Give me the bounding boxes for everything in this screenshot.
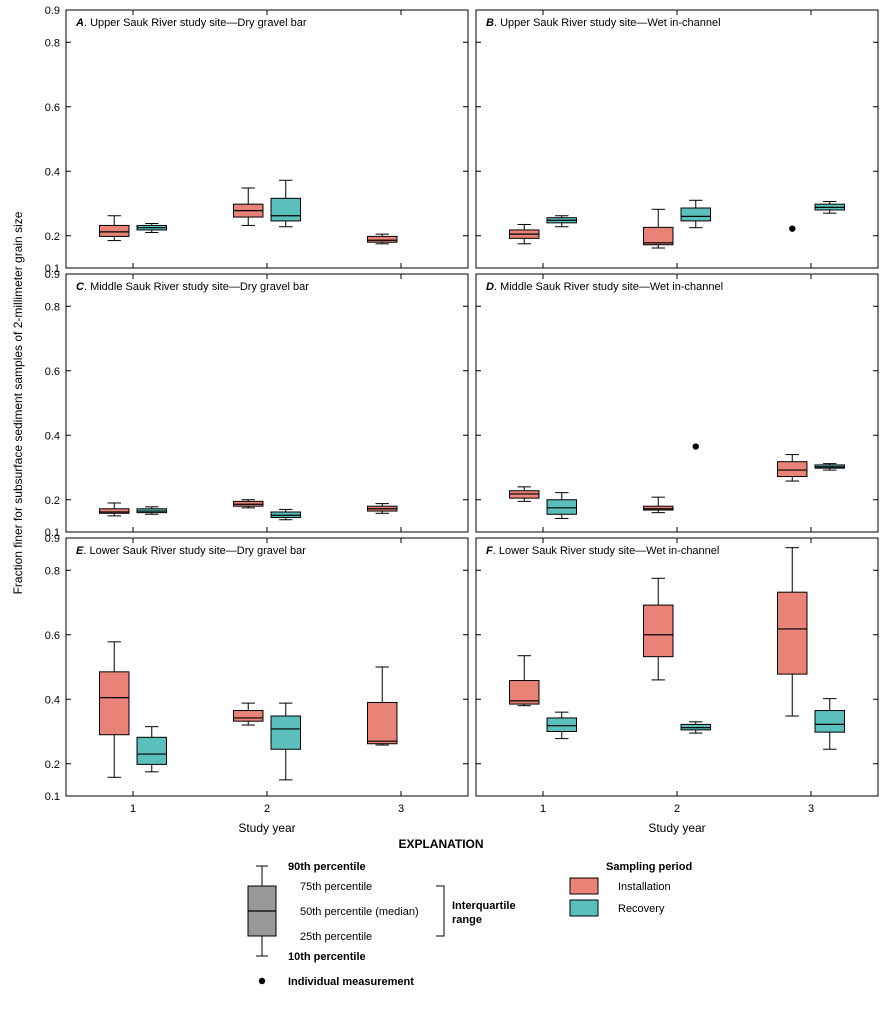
legend-iqr: Interquartilerange	[452, 900, 516, 926]
ytick-label: 0.9	[45, 269, 60, 281]
panel-D: D. Middle Sauk River study site—Wet in-c…	[476, 274, 878, 532]
box-installation	[778, 462, 807, 477]
panel-title: A. Upper Sauk River study site—Dry grave…	[75, 17, 307, 29]
legend-p10: 10th percentile	[288, 951, 366, 963]
individual-point	[789, 225, 795, 231]
figure: 0.1 0.2 0.4 0.6 0.8 0.9 A. Upper Sauk River st…	[0, 0, 882, 1029]
legend-sampling-title: Sampling period	[606, 861, 692, 873]
legend-p90: 90th percentile	[288, 861, 366, 873]
legend-swatch-installation	[570, 878, 598, 894]
ytick-label: 0.2	[45, 759, 60, 771]
xtick-label: 3	[808, 803, 814, 815]
xlabel: Study year	[238, 821, 295, 835]
ytick-label: 0.9	[45, 5, 60, 17]
panel-F: 1 2 3 F. Lower Sauk River study site—Wet in…	[476, 538, 878, 835]
box-recovery	[681, 208, 710, 221]
box-installation	[644, 605, 673, 657]
legend: EXPLANATION 90th percentile 75th percentil…	[248, 837, 692, 988]
panel-title: B. Upper Sauk River study site—Wet in-ch…	[486, 17, 721, 29]
panel-E: 0.1 0.2 0.4 0.6 0.8 0.9 1 2 3 E. Lower Sauk River…	[45, 533, 468, 835]
xlabel: Study year	[648, 821, 705, 835]
panel-C: 0.10.20.40.60.80.9C. Middle Sauk River s…	[45, 269, 468, 539]
ytick-label: 0.9	[45, 533, 60, 545]
legend-installation: Installation	[618, 881, 671, 893]
iqr-bracket	[436, 886, 444, 936]
panel-border	[66, 538, 468, 796]
box-recovery	[271, 198, 300, 221]
ytick-label: 0.8	[45, 301, 60, 313]
xtick-label: 1	[540, 803, 546, 815]
legend-recovery: Recovery	[618, 903, 665, 915]
legend-point-icon	[259, 978, 265, 984]
legend-indiv: Individual measurement	[288, 976, 414, 988]
box-installation	[234, 711, 263, 722]
legend-swatch-recovery	[570, 900, 598, 916]
box-recovery	[547, 718, 576, 732]
chart-svg: 0.1 0.2 0.4 0.6 0.8 0.9 A. Upper Sauk River st…	[0, 0, 882, 1029]
ytick-label: 0.8	[45, 37, 60, 49]
ytick-label: 0.2	[45, 231, 60, 243]
panel-title: C. Middle Sauk River study site—Dry grav…	[76, 281, 309, 293]
ytick-label: 0.6	[45, 366, 60, 378]
box-installation	[100, 225, 129, 236]
panel-title: D. Middle Sauk River study site—Wet in-c…	[486, 281, 723, 293]
ytick-label: 0.4	[45, 694, 60, 706]
ytick-label: 0.8	[45, 565, 60, 577]
box-installation	[644, 506, 673, 510]
panel-border	[66, 274, 468, 532]
legend-p75: 75th percentile	[300, 881, 372, 893]
box-recovery	[271, 716, 300, 749]
panel-title: F. Lower Sauk River study site—Wet in-ch…	[486, 545, 719, 557]
box-installation	[644, 227, 673, 244]
ytick-label: 0.1	[45, 791, 60, 803]
ytick-label: 0.2	[45, 495, 60, 507]
legend-p50: 50th percentile (median)	[300, 906, 419, 918]
box-recovery	[815, 711, 844, 733]
xtick-label: 3	[398, 803, 404, 815]
panel-border	[476, 538, 878, 796]
ytick-label: 0.6	[45, 102, 60, 114]
panel-border	[476, 10, 878, 268]
xtick-label: 2	[674, 803, 680, 815]
box-installation	[100, 672, 129, 735]
panel-title: E. Lower Sauk River study site—Dry grave…	[76, 545, 306, 557]
box-installation	[368, 702, 397, 743]
box-installation	[778, 592, 807, 674]
individual-point	[693, 443, 699, 449]
box-recovery	[547, 500, 576, 515]
box-installation	[368, 236, 397, 242]
ytick-label: 0.6	[45, 630, 60, 642]
legend-title: EXPLANATION	[398, 837, 483, 851]
panel-B: B. Upper Sauk River study site—Wet in-ch…	[476, 10, 878, 268]
panel-A: 0.10.20.40.60.80.9A. Upper Sauk River st…	[45, 5, 468, 275]
ytick-label: 0.4	[45, 166, 60, 178]
box-recovery	[137, 737, 166, 764]
box-installation	[100, 509, 129, 514]
xtick-label: 2	[264, 803, 270, 815]
legend-p25: 25th percentile	[300, 931, 372, 943]
ylabel: Fraction finer for subsurface sediment s…	[11, 211, 25, 594]
xtick-label: 1	[130, 803, 136, 815]
ytick-label: 0.4	[45, 430, 60, 442]
